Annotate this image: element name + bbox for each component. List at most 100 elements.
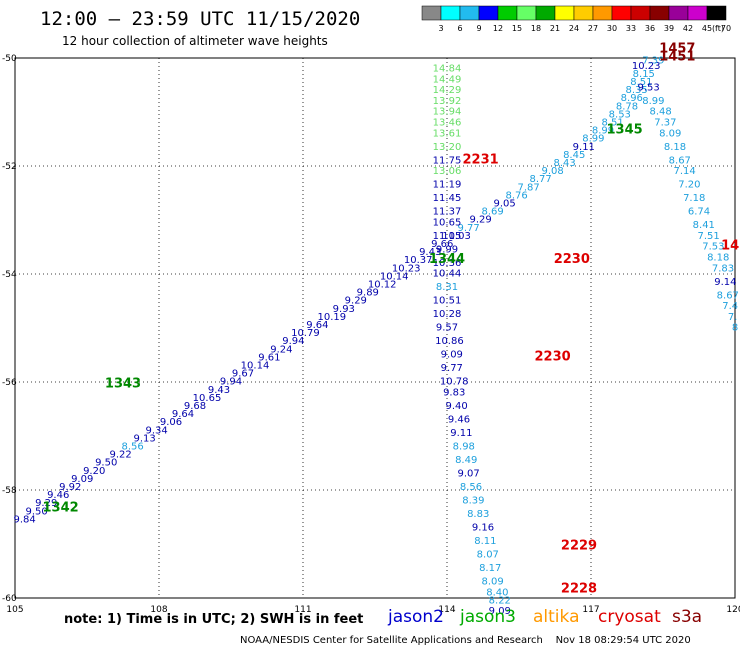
colorbar-swatch <box>630 5 651 21</box>
data-label: 14.49 <box>433 74 462 85</box>
footnote: note: 1) Time is in UTC; 2) SWH is in fe… <box>64 612 364 627</box>
colorbar-tick: 30 <box>607 24 617 33</box>
data-label: 8.99 <box>592 126 614 137</box>
data-label: 8.67 <box>717 290 739 301</box>
colorbar-tick: 21 <box>550 24 560 33</box>
time-label: 2228 <box>561 582 597 597</box>
y-tick-label: -52 <box>2 162 17 172</box>
data-label: 9.14 <box>714 277 736 288</box>
colorbar-swatch <box>611 5 632 21</box>
data-label: 9.46 <box>47 490 69 501</box>
colorbar-tick: 12 <box>493 24 503 33</box>
colorbar-swatch <box>687 5 708 21</box>
data-label: 8.48 <box>649 107 671 118</box>
data-label: 8.41 <box>693 220 715 231</box>
colorbar-tick: 27 <box>588 24 598 33</box>
legend-jason3: jason3 <box>460 607 516 627</box>
time-label: 2229 <box>561 538 597 553</box>
data-label: 8.76 <box>505 190 527 201</box>
data-label: 8.98 <box>453 442 475 453</box>
data-label: 9.50 <box>95 458 117 469</box>
data-label: 9.43 <box>419 247 441 258</box>
credit-line: NOAA/NESDIS Center for Satellite Applica… <box>240 635 691 646</box>
data-label: 9.92 <box>59 482 81 493</box>
data-label: 7.39 <box>642 55 664 66</box>
time-label: 2230 <box>554 252 590 267</box>
data-label: 9.11 <box>450 428 472 439</box>
colorbar-swatch <box>649 5 670 21</box>
data-label: 9.50 <box>25 506 47 517</box>
chart-subtitle: 12 hour collection of altimeter wave hei… <box>62 34 328 48</box>
time-label: 1345 <box>607 123 643 138</box>
data-label: 14.84 <box>433 64 462 75</box>
colorbar-swatch <box>516 5 537 21</box>
data-label: 11.15 <box>433 231 462 242</box>
data-label: 9.29 <box>469 215 491 226</box>
data-label: 8.15 <box>633 69 655 80</box>
colorbar-tick: 45 <box>702 24 712 33</box>
data-label: 9.84 <box>13 514 35 525</box>
data-label: 10.51 <box>433 296 462 307</box>
data-label: 9.09 <box>441 350 463 361</box>
data-label: 8.22 <box>489 595 511 606</box>
data-label: 9.08 <box>541 166 563 177</box>
data-label: 8.49 <box>455 455 477 466</box>
data-label: 9.20 <box>83 466 105 477</box>
data-label: 10.28 <box>433 309 462 320</box>
data-label: 13.92 <box>433 96 462 107</box>
colorbar-swatch <box>459 5 480 21</box>
data-label: 9.29 <box>345 296 367 307</box>
data-label: 9.09 <box>489 606 511 617</box>
data-label: 8.09 <box>659 128 681 139</box>
data-label: 10.65 <box>193 393 222 404</box>
plot-frame <box>14 57 736 599</box>
colorbar-tick: 6 <box>457 24 462 33</box>
legend-altika: altika <box>533 607 580 627</box>
time-label: 1457 <box>659 42 695 57</box>
data-label: 7.14 <box>673 166 695 177</box>
data-label: 9.06 <box>160 417 182 428</box>
data-label: 10.19 <box>317 312 346 323</box>
colorbar-unit: (ft) <box>712 24 724 33</box>
data-label: 7.20 <box>678 180 700 191</box>
data-label: 7.87 <box>517 182 539 193</box>
data-label: 9.83 <box>443 388 465 399</box>
data-label: 10.78 <box>440 377 469 388</box>
data-label: 8.99 <box>582 134 604 145</box>
data-label: 8.18 <box>707 253 729 264</box>
time-label: 1343 <box>105 376 141 391</box>
time-label: 1344 <box>429 252 465 267</box>
time-label: 2231 <box>463 152 499 167</box>
data-label: 8 <box>732 323 738 334</box>
legend-cryosat: cryosat <box>598 607 661 627</box>
colorbar-swatch <box>421 5 442 21</box>
data-label: 13.20 <box>433 142 462 153</box>
data-label: 8.43 <box>553 158 575 169</box>
data-label: 8.09 <box>481 577 503 588</box>
data-label: 10.23 <box>392 263 421 274</box>
colorbar-tick: 15 <box>512 24 522 33</box>
data-label: 8.99 <box>642 96 664 107</box>
data-label: 7.18 <box>683 193 705 204</box>
data-label: 7. <box>728 312 738 323</box>
data-label: 9.68 <box>184 401 206 412</box>
data-label: 8.83 <box>467 509 489 520</box>
data-label: 13.94 <box>433 107 462 118</box>
data-label: 9.94 <box>220 377 242 388</box>
data-label: 9.77 <box>457 223 479 234</box>
x-tick-label: 120 <box>726 605 740 615</box>
data-label: 8.56 <box>121 442 143 453</box>
data-label: 9.53 <box>637 82 659 93</box>
data-label: 8.07 <box>477 550 499 561</box>
data-label: 9.94 <box>282 336 304 347</box>
data-label: 8.18 <box>664 142 686 153</box>
colorbar-swatch <box>554 5 575 21</box>
colorbar-tick: 39 <box>664 24 674 33</box>
time-label: 2230 <box>535 349 571 364</box>
x-tick-label: 114 <box>438 605 455 615</box>
data-label: 8.35 <box>625 85 647 96</box>
colorbar-tick: 70 <box>721 24 731 33</box>
data-label: 9.40 <box>445 401 467 412</box>
colorbar-swatch <box>706 5 727 21</box>
data-label: 8.51 <box>630 77 652 88</box>
